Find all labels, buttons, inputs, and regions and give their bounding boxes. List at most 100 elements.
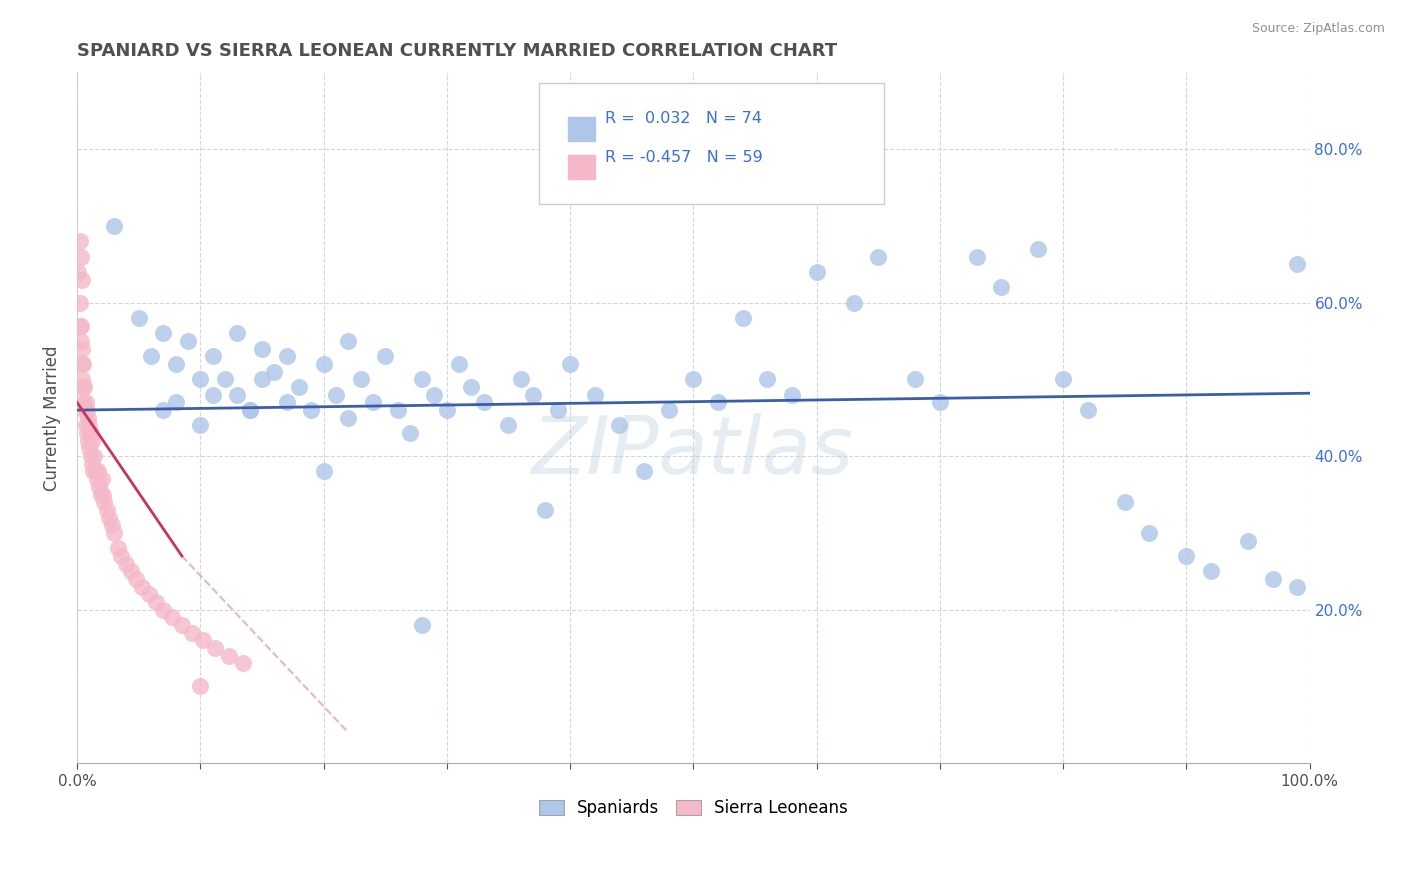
- Point: [76, 426, 98, 441]
- Point: [138, 587, 160, 601]
- Text: ZIPatlas: ZIPatlas: [533, 413, 855, 491]
- Point: [125, 572, 148, 586]
- Point: [188, 418, 211, 433]
- Point: [460, 380, 482, 394]
- Point: [498, 418, 520, 433]
- Point: [337, 410, 360, 425]
- Point: [534, 503, 557, 517]
- Point: [201, 388, 224, 402]
- Point: [411, 618, 433, 632]
- Point: [72, 395, 94, 409]
- Point: [75, 418, 97, 433]
- Point: [250, 372, 273, 386]
- Point: [191, 633, 214, 648]
- Point: [398, 426, 420, 441]
- Point: [69, 318, 91, 333]
- Point: [423, 388, 446, 402]
- Point: [1052, 372, 1074, 386]
- Point: [84, 465, 107, 479]
- Point: [1237, 533, 1260, 548]
- Point: [69, 295, 91, 310]
- Point: [80, 457, 103, 471]
- Text: R = -0.457   N = 59: R = -0.457 N = 59: [605, 150, 762, 165]
- Point: [1286, 257, 1309, 271]
- Text: Source: ZipAtlas.com: Source: ZipAtlas.com: [1251, 22, 1385, 36]
- Point: [522, 388, 544, 402]
- Point: [115, 557, 138, 571]
- Point: [558, 357, 581, 371]
- Point: [72, 380, 94, 394]
- Point: [107, 541, 129, 556]
- Point: [707, 395, 730, 409]
- Point: [239, 403, 262, 417]
- Point: [449, 357, 471, 371]
- Point: [868, 250, 890, 264]
- Point: [131, 580, 153, 594]
- Point: [79, 442, 101, 456]
- Point: [145, 595, 167, 609]
- Y-axis label: Currently Married: Currently Married: [44, 345, 60, 491]
- Point: [152, 403, 174, 417]
- Point: [682, 372, 704, 386]
- Point: [509, 372, 531, 386]
- Point: [69, 234, 91, 248]
- Point: [232, 657, 254, 671]
- Point: [75, 395, 97, 409]
- Point: [276, 395, 298, 409]
- Point: [188, 679, 211, 693]
- Point: [756, 372, 779, 386]
- Point: [87, 465, 110, 479]
- Point: [204, 640, 226, 655]
- Point: [1199, 564, 1222, 578]
- Point: [780, 388, 803, 402]
- Point: [583, 388, 606, 402]
- Point: [100, 518, 122, 533]
- Point: [928, 395, 950, 409]
- Point: [72, 357, 94, 371]
- Point: [98, 510, 121, 524]
- Text: SPANIARD VS SIERRA LEONEAN CURRENTLY MARRIED CORRELATION CHART: SPANIARD VS SIERRA LEONEAN CURRENTLY MAR…: [77, 42, 837, 60]
- Point: [361, 395, 384, 409]
- Point: [250, 342, 273, 356]
- Point: [170, 618, 193, 632]
- Point: [128, 311, 150, 326]
- Point: [226, 388, 249, 402]
- Point: [226, 326, 249, 341]
- Point: [990, 280, 1012, 294]
- Point: [160, 610, 183, 624]
- Point: [387, 403, 409, 417]
- Point: [120, 564, 142, 578]
- Point: [110, 549, 132, 563]
- Point: [165, 395, 187, 409]
- Point: [966, 250, 988, 264]
- Point: [73, 380, 96, 394]
- Point: [90, 472, 112, 486]
- Point: [96, 503, 118, 517]
- Point: [77, 410, 100, 425]
- Point: [79, 426, 101, 441]
- Point: [83, 449, 105, 463]
- Point: [165, 357, 187, 371]
- Point: [842, 295, 865, 310]
- Point: [288, 380, 311, 394]
- Point: [70, 342, 93, 356]
- Point: [67, 265, 90, 279]
- Point: [86, 472, 108, 486]
- Point: [201, 350, 224, 364]
- Point: [904, 372, 927, 386]
- Text: R =  0.032   N = 74: R = 0.032 N = 74: [605, 112, 762, 126]
- Point: [77, 434, 100, 448]
- Point: [276, 350, 298, 364]
- Point: [80, 434, 103, 448]
- Point: [374, 350, 396, 364]
- Point: [79, 418, 101, 433]
- Point: [609, 418, 631, 433]
- Point: [89, 480, 111, 494]
- Point: [89, 487, 111, 501]
- Point: [1077, 403, 1099, 417]
- Point: [152, 602, 174, 616]
- Point: [325, 388, 347, 402]
- Point: [180, 625, 202, 640]
- Point: [76, 403, 98, 417]
- Point: [312, 357, 335, 371]
